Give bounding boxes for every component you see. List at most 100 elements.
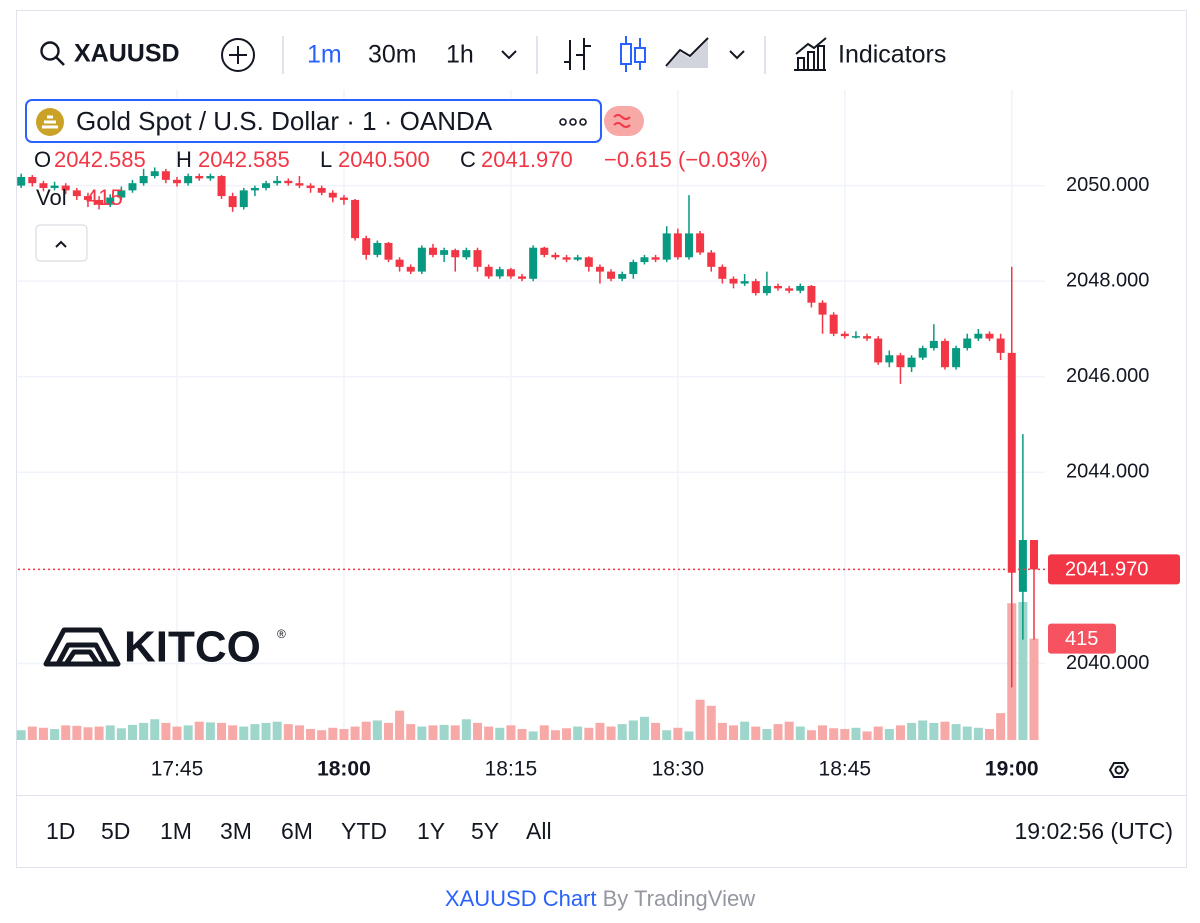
candle-body xyxy=(206,176,215,179)
interval-button[interactable]: 30m xyxy=(368,41,417,69)
volume-bar xyxy=(628,720,638,740)
volume-bar xyxy=(239,726,249,740)
last-price-badge xyxy=(1048,554,1180,585)
ohlc-value: 2041.970 xyxy=(481,147,573,172)
candle-body xyxy=(929,340,938,349)
candle-body xyxy=(351,199,360,239)
volume-bar xyxy=(283,724,293,740)
volume-bar xyxy=(973,727,983,740)
volume-bar xyxy=(984,729,994,740)
candle-body xyxy=(640,257,649,263)
volume-bar xyxy=(172,726,182,740)
range-button[interactable]: All xyxy=(526,818,552,844)
range-button[interactable]: 1M xyxy=(160,818,192,844)
volume-bar xyxy=(517,729,527,740)
candles-icon xyxy=(620,43,632,65)
range-button[interactable]: 5D xyxy=(101,818,130,844)
candle-body xyxy=(451,250,460,258)
ohlc-legend: O 2042.585 H 2042.585 L 2040.500 C 2041.… xyxy=(34,147,768,210)
volume-bar xyxy=(539,725,549,740)
candle-body xyxy=(406,266,415,272)
compare-button[interactable] xyxy=(221,38,255,72)
candle-body xyxy=(874,338,883,363)
ohlc-key: O xyxy=(34,147,51,172)
volume-bar xyxy=(617,724,627,740)
volume-bar xyxy=(228,725,238,740)
volume-bar xyxy=(428,725,438,740)
candle-body xyxy=(651,257,660,260)
flag-badge xyxy=(604,106,644,136)
candle-body xyxy=(417,247,426,272)
volume-bar xyxy=(651,722,661,740)
x-tick-label: 17:45 xyxy=(151,758,204,781)
volume-bar xyxy=(217,722,227,740)
volume-bar xyxy=(306,729,316,740)
candle-body xyxy=(918,348,927,358)
volume-bar xyxy=(461,719,471,740)
symbol[interactable]: XAUUSD xyxy=(74,40,180,68)
candle-body xyxy=(818,302,827,315)
candle-body xyxy=(562,257,571,260)
candle-body xyxy=(28,176,37,184)
logo-registered: ® xyxy=(277,627,286,641)
candle-body xyxy=(217,176,226,197)
y-tick-label: 2050.000 xyxy=(1066,174,1149,196)
candle-body xyxy=(284,180,293,184)
indicators-label[interactable]: Indicators xyxy=(838,41,946,69)
candle-body xyxy=(117,190,126,198)
volume-bar xyxy=(339,729,349,740)
volume-bar xyxy=(695,699,705,740)
volume-bar xyxy=(639,716,649,740)
volume-bar xyxy=(261,722,271,740)
candle-body xyxy=(985,333,994,339)
volume-bar xyxy=(606,726,616,740)
volume-bar xyxy=(127,724,137,740)
volume-bar xyxy=(205,722,215,740)
candle-body xyxy=(751,281,760,294)
volume-bar xyxy=(383,722,393,740)
candle-body xyxy=(484,266,493,277)
candles-style-button[interactable] xyxy=(620,36,646,72)
range-button[interactable]: 3M xyxy=(220,818,252,844)
candle-body xyxy=(863,336,872,339)
candle-body xyxy=(807,285,816,303)
range-button[interactable]: 5Y xyxy=(471,818,499,844)
volume-bar xyxy=(484,726,494,740)
interval-dropdown[interactable] xyxy=(501,50,517,60)
candle-body xyxy=(139,176,148,184)
volume-bar xyxy=(194,721,204,740)
settings-button[interactable] xyxy=(1108,762,1130,778)
volume-bar xyxy=(317,730,327,740)
range-button[interactable]: YTD xyxy=(341,818,387,844)
symbol-logo xyxy=(42,115,58,129)
volume-bar xyxy=(139,722,149,740)
interval-button[interactable]: 1h xyxy=(446,41,474,69)
bars-style-button[interactable] xyxy=(564,38,591,70)
volume-bar xyxy=(717,722,727,740)
range-button[interactable]: 6M xyxy=(281,818,313,844)
range-button[interactable]: 1D xyxy=(46,818,75,844)
indicators-button[interactable]: Indicators xyxy=(794,37,946,71)
ohlc-key: H xyxy=(176,147,192,172)
volume-bar xyxy=(706,705,716,740)
more-icon xyxy=(579,118,587,126)
symbol-legend[interactable]: Gold Spot / U.S. Dollar · 1 · OANDA xyxy=(25,99,602,143)
clock: 19:02:56 (UTC) xyxy=(1014,818,1173,844)
chart-link[interactable]: XAUUSD Chart xyxy=(445,886,597,911)
logo-text: KITCO xyxy=(124,623,261,672)
volume-bar xyxy=(862,731,872,740)
interval-button[interactable]: 1m xyxy=(307,41,342,69)
style-dropdown[interactable] xyxy=(729,50,745,60)
symbol-search[interactable]: XAUUSD xyxy=(40,40,180,68)
range-button[interactable]: 1Y xyxy=(417,818,445,844)
x-tick-label: 18:30 xyxy=(652,758,705,781)
candle-body xyxy=(662,233,671,260)
candle-body xyxy=(963,338,972,349)
area-style-button[interactable] xyxy=(665,37,709,68)
volume-bar xyxy=(450,725,460,740)
candle-body xyxy=(150,171,159,177)
volume-bar xyxy=(94,726,104,740)
candle-body xyxy=(395,259,404,267)
collapse-legend-button[interactable] xyxy=(35,224,88,262)
